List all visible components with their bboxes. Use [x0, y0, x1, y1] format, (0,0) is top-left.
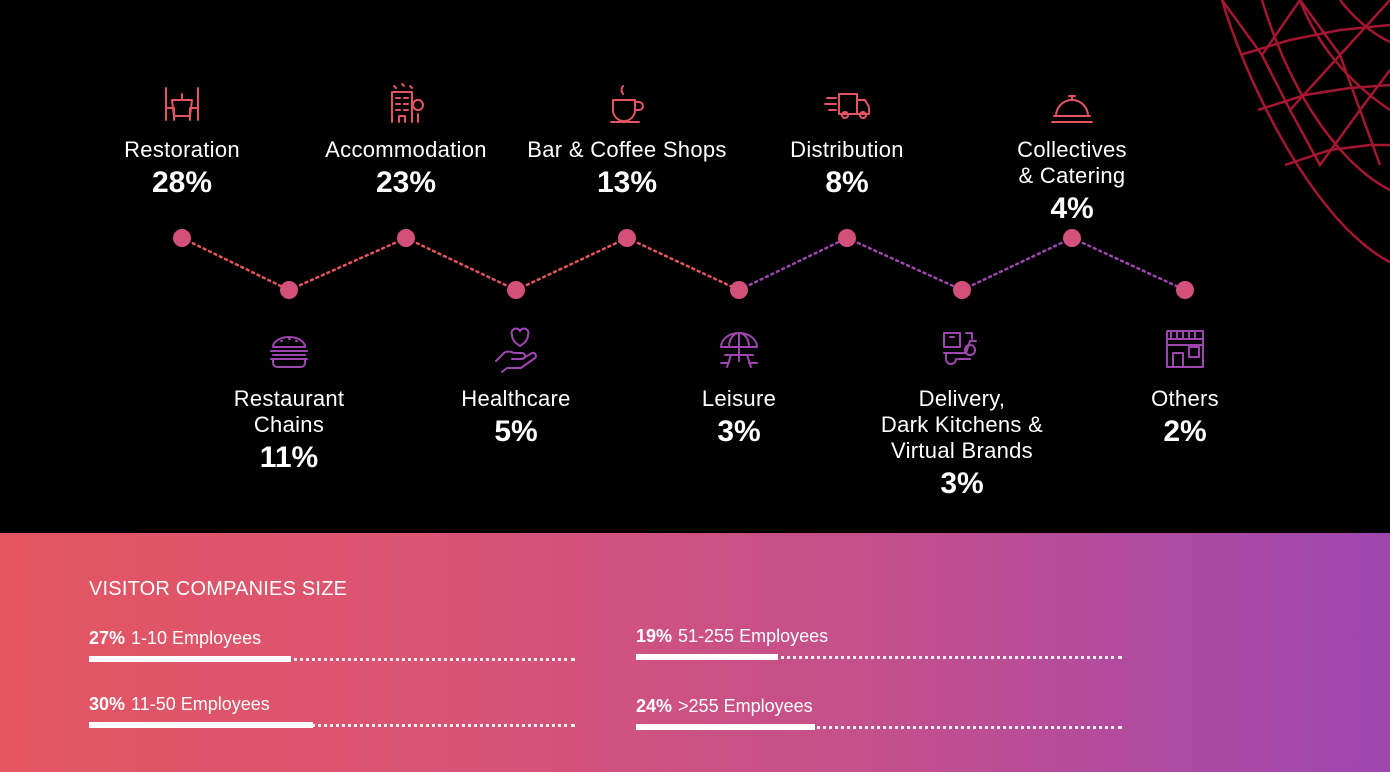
- timeline-connector: [625, 236, 741, 292]
- sector-percent: 3%: [940, 467, 984, 500]
- sector-item: Distribution 8%: [727, 80, 967, 200]
- dining-table-icon: [165, 87, 199, 121]
- timeline-connector: [1070, 236, 1187, 292]
- section-title: VISITOR COMPANIES SIZE: [89, 578, 348, 600]
- timeline-dot: [838, 229, 856, 247]
- umbrella-table-icon: [720, 332, 758, 368]
- timeline-connector: [514, 236, 629, 292]
- sector-item: Collectives & Catering 4%: [952, 80, 1192, 226]
- timeline-connector: [845, 236, 964, 292]
- timeline-dot: [953, 281, 971, 299]
- bar-track: [89, 724, 575, 727]
- sector-percent: 4%: [1050, 192, 1094, 225]
- timeline-dot: [1063, 229, 1081, 247]
- bar-track: [89, 658, 575, 661]
- sector-label: Accommodation: [325, 137, 487, 162]
- sector-label: Distribution: [790, 137, 904, 162]
- sector-percent: 5%: [494, 415, 538, 448]
- timeline-connector: [737, 236, 849, 292]
- sector-item: Restoration 28%: [62, 80, 302, 200]
- sector-percent: 3%: [717, 415, 761, 448]
- size-pct: 27%: [89, 628, 126, 648]
- sector-percent: 28%: [151, 166, 213, 199]
- storefront-icon: [1166, 330, 1204, 368]
- sector-label: Bar & Coffee Shops: [527, 137, 727, 162]
- delivery-truck-icon: [824, 93, 870, 119]
- sectors-panel: Restoration 28% Restaurant Chains 11% Accomm…: [62, 0, 1390, 501]
- sector-percent: 23%: [375, 166, 437, 199]
- timeline-dot: [280, 281, 298, 299]
- size-bar-1-10: 27% 1-10 Employees: [89, 628, 575, 662]
- delivery-scooter-icon: [943, 332, 977, 365]
- size-bar-51-255: 19% 51-255 Employees: [636, 626, 1122, 660]
- size-pct: 19%: [636, 626, 673, 646]
- bar-fill: [89, 656, 291, 662]
- bar-track: [636, 726, 1122, 729]
- sector-percent: 13%: [596, 166, 658, 199]
- timeline-connector: [287, 236, 408, 292]
- sector-label: Restaurant Chains: [233, 386, 345, 437]
- size-pct: 24%: [636, 696, 673, 716]
- timeline-dot: [173, 229, 191, 247]
- timeline-dot: [730, 281, 748, 299]
- timeline-dot: [1176, 281, 1194, 299]
- sector-label: Leisure: [701, 386, 777, 411]
- size-label: 1-10 Employees: [131, 628, 262, 648]
- sector-item: Delivery, Dark Kitchens & Virtual Brands…: [842, 325, 1082, 501]
- bar-track: [636, 656, 1122, 659]
- company-size-panel: [0, 533, 1390, 772]
- bar-fill: [89, 722, 313, 728]
- timeline-dot: [397, 229, 415, 247]
- timeline-connector: [404, 236, 518, 292]
- timeline-dot: [507, 281, 525, 299]
- sector-percent: 2%: [1163, 415, 1207, 448]
- timeline-connector: [960, 236, 1074, 292]
- sector-item: Healthcare 5%: [396, 325, 636, 449]
- size-pct: 30%: [89, 694, 126, 714]
- sector-label: Others: [1151, 386, 1219, 411]
- size-bar-11-50: 30% 11-50 Employees: [89, 694, 575, 728]
- timeline-connector: [180, 236, 291, 292]
- cloche-icon: [1051, 95, 1093, 123]
- sector-label: Restoration: [124, 137, 240, 162]
- sector-label: Delivery, Dark Kitchens & Virtual Brands: [880, 386, 1044, 463]
- heart-hand-icon: [495, 327, 537, 373]
- bar-fill: [636, 724, 815, 730]
- sector-item: Restaurant Chains 11%: [169, 325, 409, 475]
- sector-timeline: [173, 229, 1194, 299]
- sector-percent: 8%: [825, 166, 869, 199]
- size-label: 51-255 Employees: [678, 626, 829, 646]
- size-label: 11-50 Employees: [131, 694, 270, 714]
- size-label: >255 Employees: [678, 696, 813, 716]
- sector-item: Accommodation 23%: [286, 80, 526, 200]
- size-bar-255-plus: 24% >255 Employees: [636, 696, 1122, 730]
- sector-label: Collectives & Catering: [1017, 137, 1127, 188]
- coffee-cup-icon: [610, 85, 644, 123]
- sector-percent: 11%: [259, 441, 319, 474]
- timeline-dot: [618, 229, 636, 247]
- bar-fill: [636, 654, 778, 660]
- hotel-icon: [391, 83, 424, 123]
- sector-item: Leisure 3%: [619, 325, 859, 449]
- sector-item: Others 2%: [1065, 325, 1305, 449]
- burger-icon: [270, 336, 308, 368]
- sector-item: Bar & Coffee Shops 13%: [507, 80, 747, 200]
- decorative-mesh: [1220, 0, 1390, 264]
- sector-label: Healthcare: [461, 386, 571, 411]
